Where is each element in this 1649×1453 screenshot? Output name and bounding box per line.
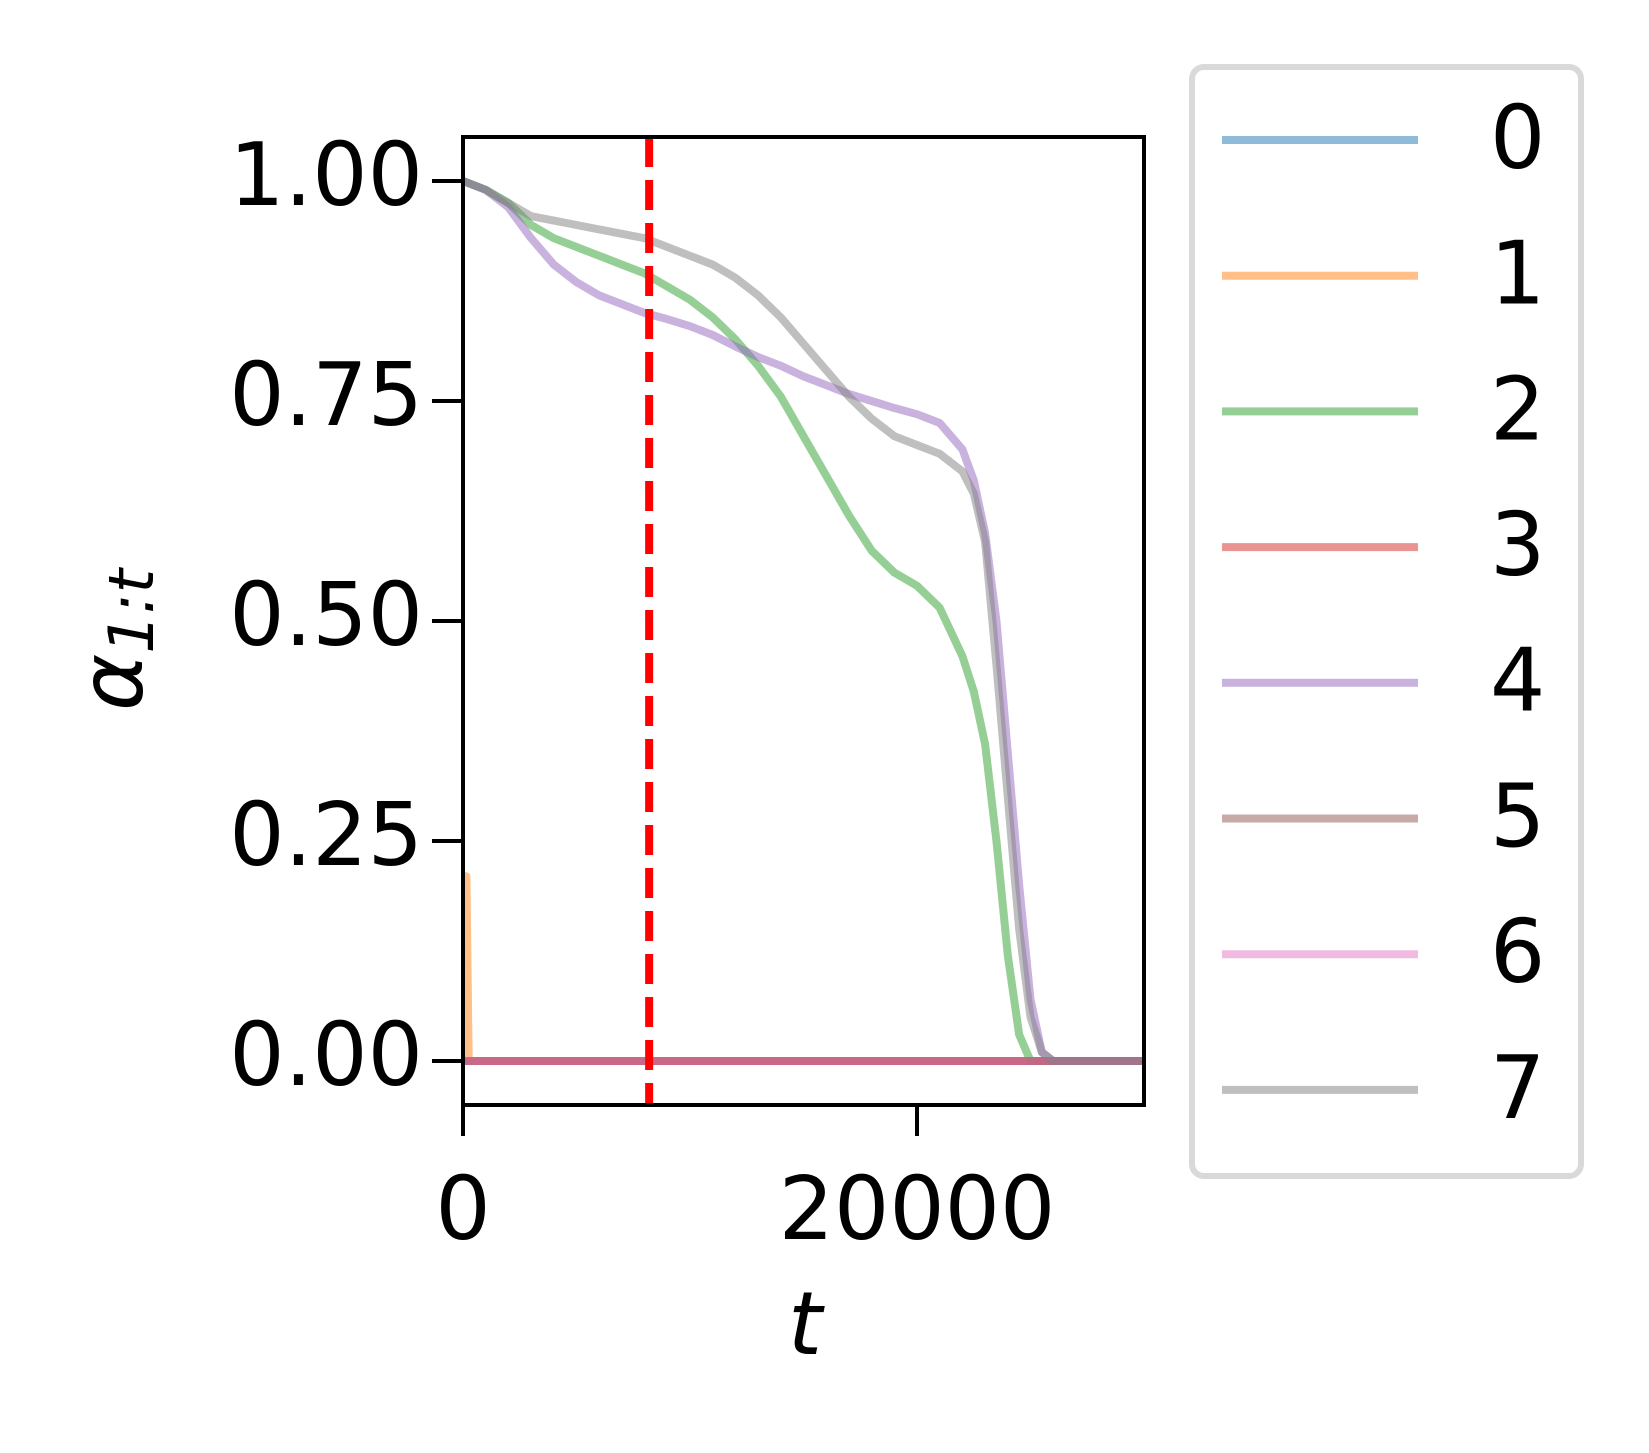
series-line	[463, 177, 1144, 1065]
y-label-main: α	[61, 654, 163, 711]
legend-label: 4	[1490, 630, 1545, 732]
y-tick-label: 0.75	[229, 344, 423, 446]
plot-frame	[461, 135, 1146, 1107]
legend-label: 2	[1490, 358, 1545, 460]
series-line	[463, 177, 1144, 1065]
legend-label: 5	[1490, 765, 1545, 867]
y-tick-label: 0.25	[229, 784, 423, 886]
legend-label: 0	[1490, 87, 1545, 189]
y-tick-label: 0.00	[229, 1004, 423, 1106]
x-tick-label: 20000	[779, 1158, 1056, 1260]
y-tick-label: 1.00	[229, 124, 423, 226]
x-axis-label: t	[788, 1273, 825, 1375]
legend-label: 1	[1490, 223, 1545, 325]
y-label-sub: 1:t	[95, 566, 168, 653]
series-line	[463, 177, 1144, 1065]
x-tick-label: 0	[435, 1158, 490, 1260]
legend-label: 6	[1490, 901, 1545, 1003]
y-tick-label: 0.50	[229, 564, 423, 666]
legend-box	[1189, 64, 1584, 1179]
legend-label: 7	[1490, 1037, 1545, 1139]
y-axis-label: α1:t	[61, 566, 168, 711]
legend-label: 3	[1490, 494, 1545, 596]
